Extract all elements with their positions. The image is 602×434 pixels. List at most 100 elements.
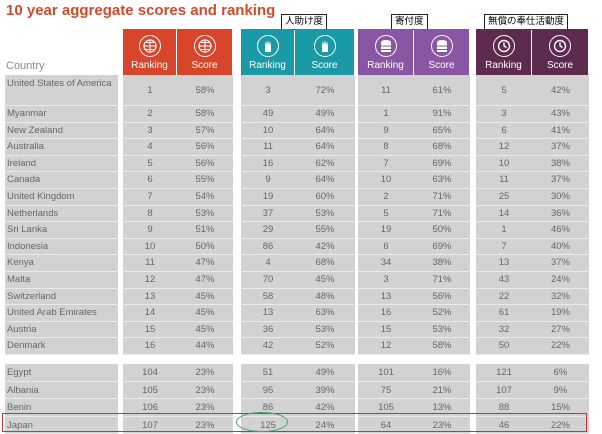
ranking-cell: 14 bbox=[123, 305, 177, 322]
ranking-cell: 5 bbox=[123, 155, 177, 173]
ranking-cell: 5 bbox=[476, 75, 532, 106]
score-label: Score bbox=[428, 60, 455, 71]
ranking-cell: 19 bbox=[358, 222, 414, 239]
score-cell: 71% bbox=[414, 271, 470, 289]
score-cell: 37% bbox=[532, 139, 589, 156]
score-cell: 38% bbox=[532, 155, 589, 173]
score-cell: 69% bbox=[414, 238, 470, 256]
ranking-cell: 15 bbox=[358, 321, 414, 339]
ranking-cell: 13 bbox=[241, 305, 295, 322]
ranking-cell: 49 bbox=[241, 106, 295, 123]
score-cell: 53% bbox=[177, 205, 233, 223]
ranking-label: Ranking bbox=[367, 60, 404, 71]
japan-row-highlight bbox=[2, 413, 587, 432]
ranking-cell: 13 bbox=[476, 255, 532, 272]
score-cell: 58% bbox=[414, 338, 470, 355]
score-cell: 53% bbox=[414, 321, 470, 339]
ranking-cell: 10 bbox=[123, 238, 177, 256]
globe-icon bbox=[138, 35, 161, 57]
ranking-label: Ranking bbox=[249, 60, 286, 71]
clock-icon bbox=[549, 35, 571, 57]
ranking-cell: 4 bbox=[123, 139, 177, 156]
country-cell: United States of America bbox=[5, 75, 118, 106]
callout-volunteering: 無償の奉仕活動度 bbox=[484, 14, 569, 30]
score-cell: 23% bbox=[177, 364, 233, 382]
ranking-cell: 7 bbox=[358, 155, 414, 173]
ranking-cell: 29 bbox=[241, 222, 295, 239]
ranking-cell: 61 bbox=[476, 305, 532, 322]
score-cell: 47% bbox=[177, 271, 233, 289]
score-cell: 63% bbox=[295, 305, 355, 322]
ranking-cell: 3 bbox=[476, 106, 532, 123]
ranking-cell: 10 bbox=[358, 172, 414, 189]
score-cell: 55% bbox=[295, 222, 355, 239]
ranking-cell: 107 bbox=[476, 381, 532, 399]
score-cell: 49% bbox=[295, 364, 355, 382]
ranking-cell: 15 bbox=[123, 321, 177, 339]
score-cell: 68% bbox=[295, 255, 355, 272]
ranking-cell: 106 bbox=[123, 399, 177, 417]
ranking-cell: 3 bbox=[123, 122, 177, 140]
country-cell: Malta bbox=[5, 271, 118, 289]
ranking-cell: 3 bbox=[241, 75, 295, 106]
score-cell: 21% bbox=[414, 381, 470, 399]
country-cell: Myanmar bbox=[5, 106, 118, 123]
ranking-cell: 7 bbox=[123, 188, 177, 206]
score-cell: 58% bbox=[177, 106, 233, 123]
ranking-cell: 121 bbox=[476, 364, 532, 382]
score-cell: 57% bbox=[177, 122, 233, 140]
ranking-cell: 105 bbox=[358, 399, 414, 417]
ranking-cell: 13 bbox=[358, 288, 414, 306]
ranking-cell: 8 bbox=[123, 205, 177, 223]
ranking-cell: 6 bbox=[358, 238, 414, 256]
score-cell: 62% bbox=[295, 155, 355, 173]
ranking-cell: 42 bbox=[241, 338, 295, 355]
globe-icon bbox=[193, 35, 216, 57]
score-cell: 42% bbox=[295, 399, 355, 417]
ranking-header-2: Ranking bbox=[241, 29, 294, 75]
score-cell: 45% bbox=[177, 321, 233, 339]
score-cell: 58% bbox=[177, 75, 233, 106]
ranking-cell: 11 bbox=[476, 172, 532, 189]
ranking-cell: 104 bbox=[123, 364, 177, 382]
ranking-cell: 95 bbox=[241, 381, 295, 399]
score-label: Score bbox=[191, 60, 218, 71]
score-cell: 45% bbox=[177, 288, 233, 306]
score-cell: 49% bbox=[295, 106, 355, 123]
score-cell: 15% bbox=[532, 399, 589, 417]
ranking-cell: 101 bbox=[358, 364, 414, 382]
ranking-cell: 22 bbox=[476, 288, 532, 306]
ranking-cell: 10 bbox=[476, 155, 532, 173]
score-cell: 27% bbox=[532, 321, 589, 339]
ranking-cell: 105 bbox=[123, 381, 177, 399]
country-cell: New Zealand bbox=[5, 122, 118, 140]
country-cell: Sri Lanka bbox=[5, 222, 118, 239]
ranking-cell: 13 bbox=[123, 288, 177, 306]
score-cell: 42% bbox=[532, 75, 589, 106]
score-cell: 68% bbox=[414, 139, 470, 156]
score-cell: 65% bbox=[414, 122, 470, 140]
ranking-header-4: Ranking bbox=[476, 29, 531, 75]
ranking-header-1: Ranking bbox=[123, 29, 176, 75]
ranking-cell: 12 bbox=[476, 139, 532, 156]
ranking-cell: 2 bbox=[358, 188, 414, 206]
score-cell: 69% bbox=[414, 155, 470, 173]
score-label: Score bbox=[546, 60, 574, 71]
score-cell: 19% bbox=[532, 305, 589, 322]
score-cell: 13% bbox=[414, 399, 470, 417]
ranking-cell: 43 bbox=[476, 271, 532, 289]
ranking-cell: 12 bbox=[123, 271, 177, 289]
ranking-cell: 1 bbox=[358, 106, 414, 123]
country-cell: Ireland bbox=[5, 155, 118, 173]
ranking-cell: 50 bbox=[476, 338, 532, 355]
score-cell: 22% bbox=[532, 338, 589, 355]
country-cell: Switzerland bbox=[5, 288, 118, 306]
country-cell: Denmark bbox=[5, 338, 118, 355]
callout-donating: 寄付度 bbox=[391, 14, 428, 30]
score-cell: 32% bbox=[532, 288, 589, 306]
score-cell: 38% bbox=[414, 255, 470, 272]
score-header-4: Score bbox=[532, 29, 588, 75]
score-cell: 47% bbox=[177, 255, 233, 272]
ranking-cell: 5 bbox=[358, 205, 414, 223]
score-cell: 9% bbox=[532, 381, 589, 399]
